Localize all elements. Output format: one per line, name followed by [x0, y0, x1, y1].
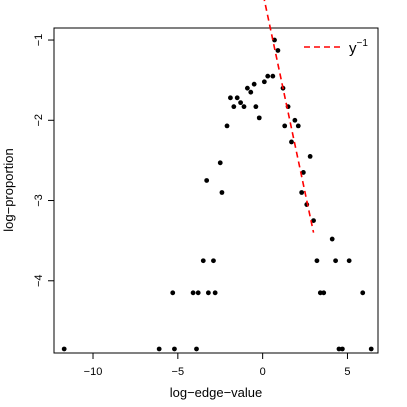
data-point — [217, 160, 223, 166]
legend: y−1 — [304, 38, 368, 57]
data-point — [314, 258, 320, 264]
y-axis: −1 −2 −3 −4 — [33, 34, 54, 287]
data-point — [170, 290, 176, 296]
data-point — [212, 290, 218, 296]
x-tick-label: 0 — [260, 366, 266, 378]
data-point — [224, 123, 230, 129]
data-point — [292, 117, 298, 123]
data-point — [300, 170, 306, 175]
data-point — [241, 104, 247, 110]
data-point — [204, 178, 210, 183]
data-point — [282, 123, 288, 129]
data-point — [231, 104, 237, 110]
legend-label-base: y — [349, 40, 357, 57]
data-point — [368, 346, 374, 352]
data-point — [195, 290, 201, 296]
legend-label: y−1 — [349, 38, 368, 57]
data-point — [251, 81, 257, 87]
data-point — [219, 190, 225, 195]
data-point — [228, 95, 233, 101]
legend-label-exponent: −1 — [357, 38, 369, 49]
reference-line — [263, 0, 315, 233]
data-point — [205, 290, 211, 296]
data-point — [333, 258, 338, 264]
x-tick-label: 5 — [344, 366, 350, 378]
data-point — [346, 258, 352, 264]
data-point — [234, 95, 240, 101]
data-point — [261, 79, 267, 85]
data-point — [360, 290, 366, 296]
data-point — [339, 346, 345, 352]
data-point — [317, 290, 323, 296]
y-axis-label: log−proportion — [1, 148, 16, 231]
data-point — [321, 290, 327, 296]
data-point — [211, 258, 216, 264]
data-point — [200, 258, 206, 264]
reference-line-layer — [263, 0, 315, 233]
data-point — [329, 236, 335, 242]
data-point — [244, 85, 250, 91]
x-axis: −10 −5 0 5 — [84, 353, 351, 378]
points-layer — [61, 37, 374, 352]
y-tick-label: −1 — [33, 34, 45, 47]
y-tick-label: −2 — [33, 114, 45, 127]
data-point — [238, 100, 243, 106]
data-point — [256, 115, 262, 121]
x-tick-label: −10 — [84, 366, 103, 378]
x-tick-label: −5 — [172, 366, 185, 378]
y-tick-label: −3 — [33, 194, 45, 207]
data-point — [61, 346, 67, 352]
data-point — [194, 346, 199, 352]
data-point — [299, 190, 305, 195]
data-point — [311, 218, 316, 223]
data-point — [156, 346, 162, 352]
data-point — [248, 89, 254, 95]
data-point — [275, 48, 281, 53]
data-point — [265, 73, 271, 79]
data-point — [270, 73, 276, 79]
data-point — [172, 346, 177, 352]
data-point — [190, 290, 196, 296]
data-point — [289, 139, 294, 145]
plot-frame — [53, 27, 379, 354]
data-point — [307, 153, 313, 159]
data-point — [336, 346, 342, 352]
y-tick-label: −4 — [33, 275, 45, 288]
x-axis-label: log−edge−value — [170, 385, 263, 400]
data-point — [253, 104, 259, 110]
data-point — [295, 123, 301, 129]
